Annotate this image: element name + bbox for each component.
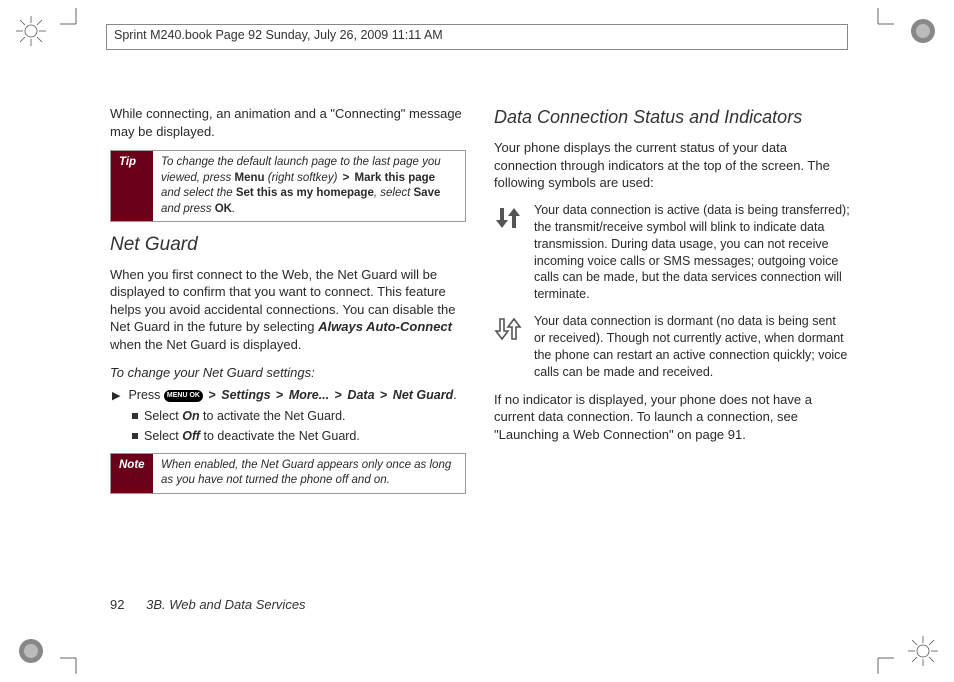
net-guard-heading: Net Guard xyxy=(110,232,466,258)
note-callout: Note When enabled, the Net Guard appears… xyxy=(110,453,466,494)
tip-body: To change the default launch page to the… xyxy=(153,151,465,221)
triangle-bullet-icon: ▶ xyxy=(112,387,120,404)
step-body: Press MENU OK > Settings > More... > Dat… xyxy=(128,387,456,404)
tip-label: Tip xyxy=(111,151,153,221)
right-column: Data Connection Status and Indicators Yo… xyxy=(494,105,850,504)
content-area: While connecting, an animation and a "Co… xyxy=(110,105,850,504)
square-bullet-icon xyxy=(132,413,138,419)
step-row: ▶ Press MENU OK > Settings > More... > D… xyxy=(112,387,466,404)
net-guard-paragraph: When you first connect to the Web, the N… xyxy=(110,266,466,354)
note-label: Note xyxy=(111,454,153,493)
note-body: When enabled, the Net Guard appears only… xyxy=(153,454,465,493)
bullet-text: Select Off to deactivate the Net Guard. xyxy=(144,428,360,445)
corner-ornament-icon xyxy=(906,634,940,668)
crop-mark-icon xyxy=(60,8,80,28)
indicator-text: Your data connection is active (data is … xyxy=(534,202,850,303)
data-status-heading: Data Connection Status and Indicators xyxy=(494,105,850,129)
tip-callout: Tip To change the default launch page to… xyxy=(110,150,466,222)
net-guard-instruction: To change your Net Guard settings: xyxy=(110,364,466,382)
status-tail: If no indicator is displayed, your phone… xyxy=(494,391,850,444)
left-column: While connecting, an animation and a "Co… xyxy=(110,105,466,504)
section-title: 3B. Web and Data Services xyxy=(146,597,305,612)
menu-ok-key-icon: MENU OK xyxy=(164,390,203,402)
page-number: 92 xyxy=(110,597,124,612)
corner-ornament-icon xyxy=(14,14,48,48)
indicator-row: Your data connection is active (data is … xyxy=(494,202,850,303)
crop-mark-icon xyxy=(874,8,894,28)
status-intro: Your phone displays the current status o… xyxy=(494,139,850,192)
bullet-row: Select Off to deactivate the Net Guard. xyxy=(132,428,466,445)
data-active-icon xyxy=(494,202,522,303)
data-dormant-icon xyxy=(494,313,522,381)
bullet-row: Select On to activate the Net Guard. xyxy=(132,408,466,425)
corner-ornament-icon xyxy=(14,634,48,668)
page: Sprint M240.book Page 92 Sunday, July 26… xyxy=(0,0,954,682)
intro-paragraph: While connecting, an animation and a "Co… xyxy=(110,105,466,140)
page-footer: 92 3B. Web and Data Services xyxy=(110,597,306,612)
square-bullet-icon xyxy=(132,433,138,439)
indicator-row: Your data connection is dormant (no data… xyxy=(494,313,850,381)
bullet-text: Select On to activate the Net Guard. xyxy=(144,408,346,425)
header-text: Sprint M240.book Page 92 Sunday, July 26… xyxy=(114,28,443,42)
corner-ornament-icon xyxy=(906,14,940,48)
indicator-text: Your data connection is dormant (no data… xyxy=(534,313,850,381)
crop-mark-icon xyxy=(874,654,894,674)
crop-mark-icon xyxy=(60,654,80,674)
